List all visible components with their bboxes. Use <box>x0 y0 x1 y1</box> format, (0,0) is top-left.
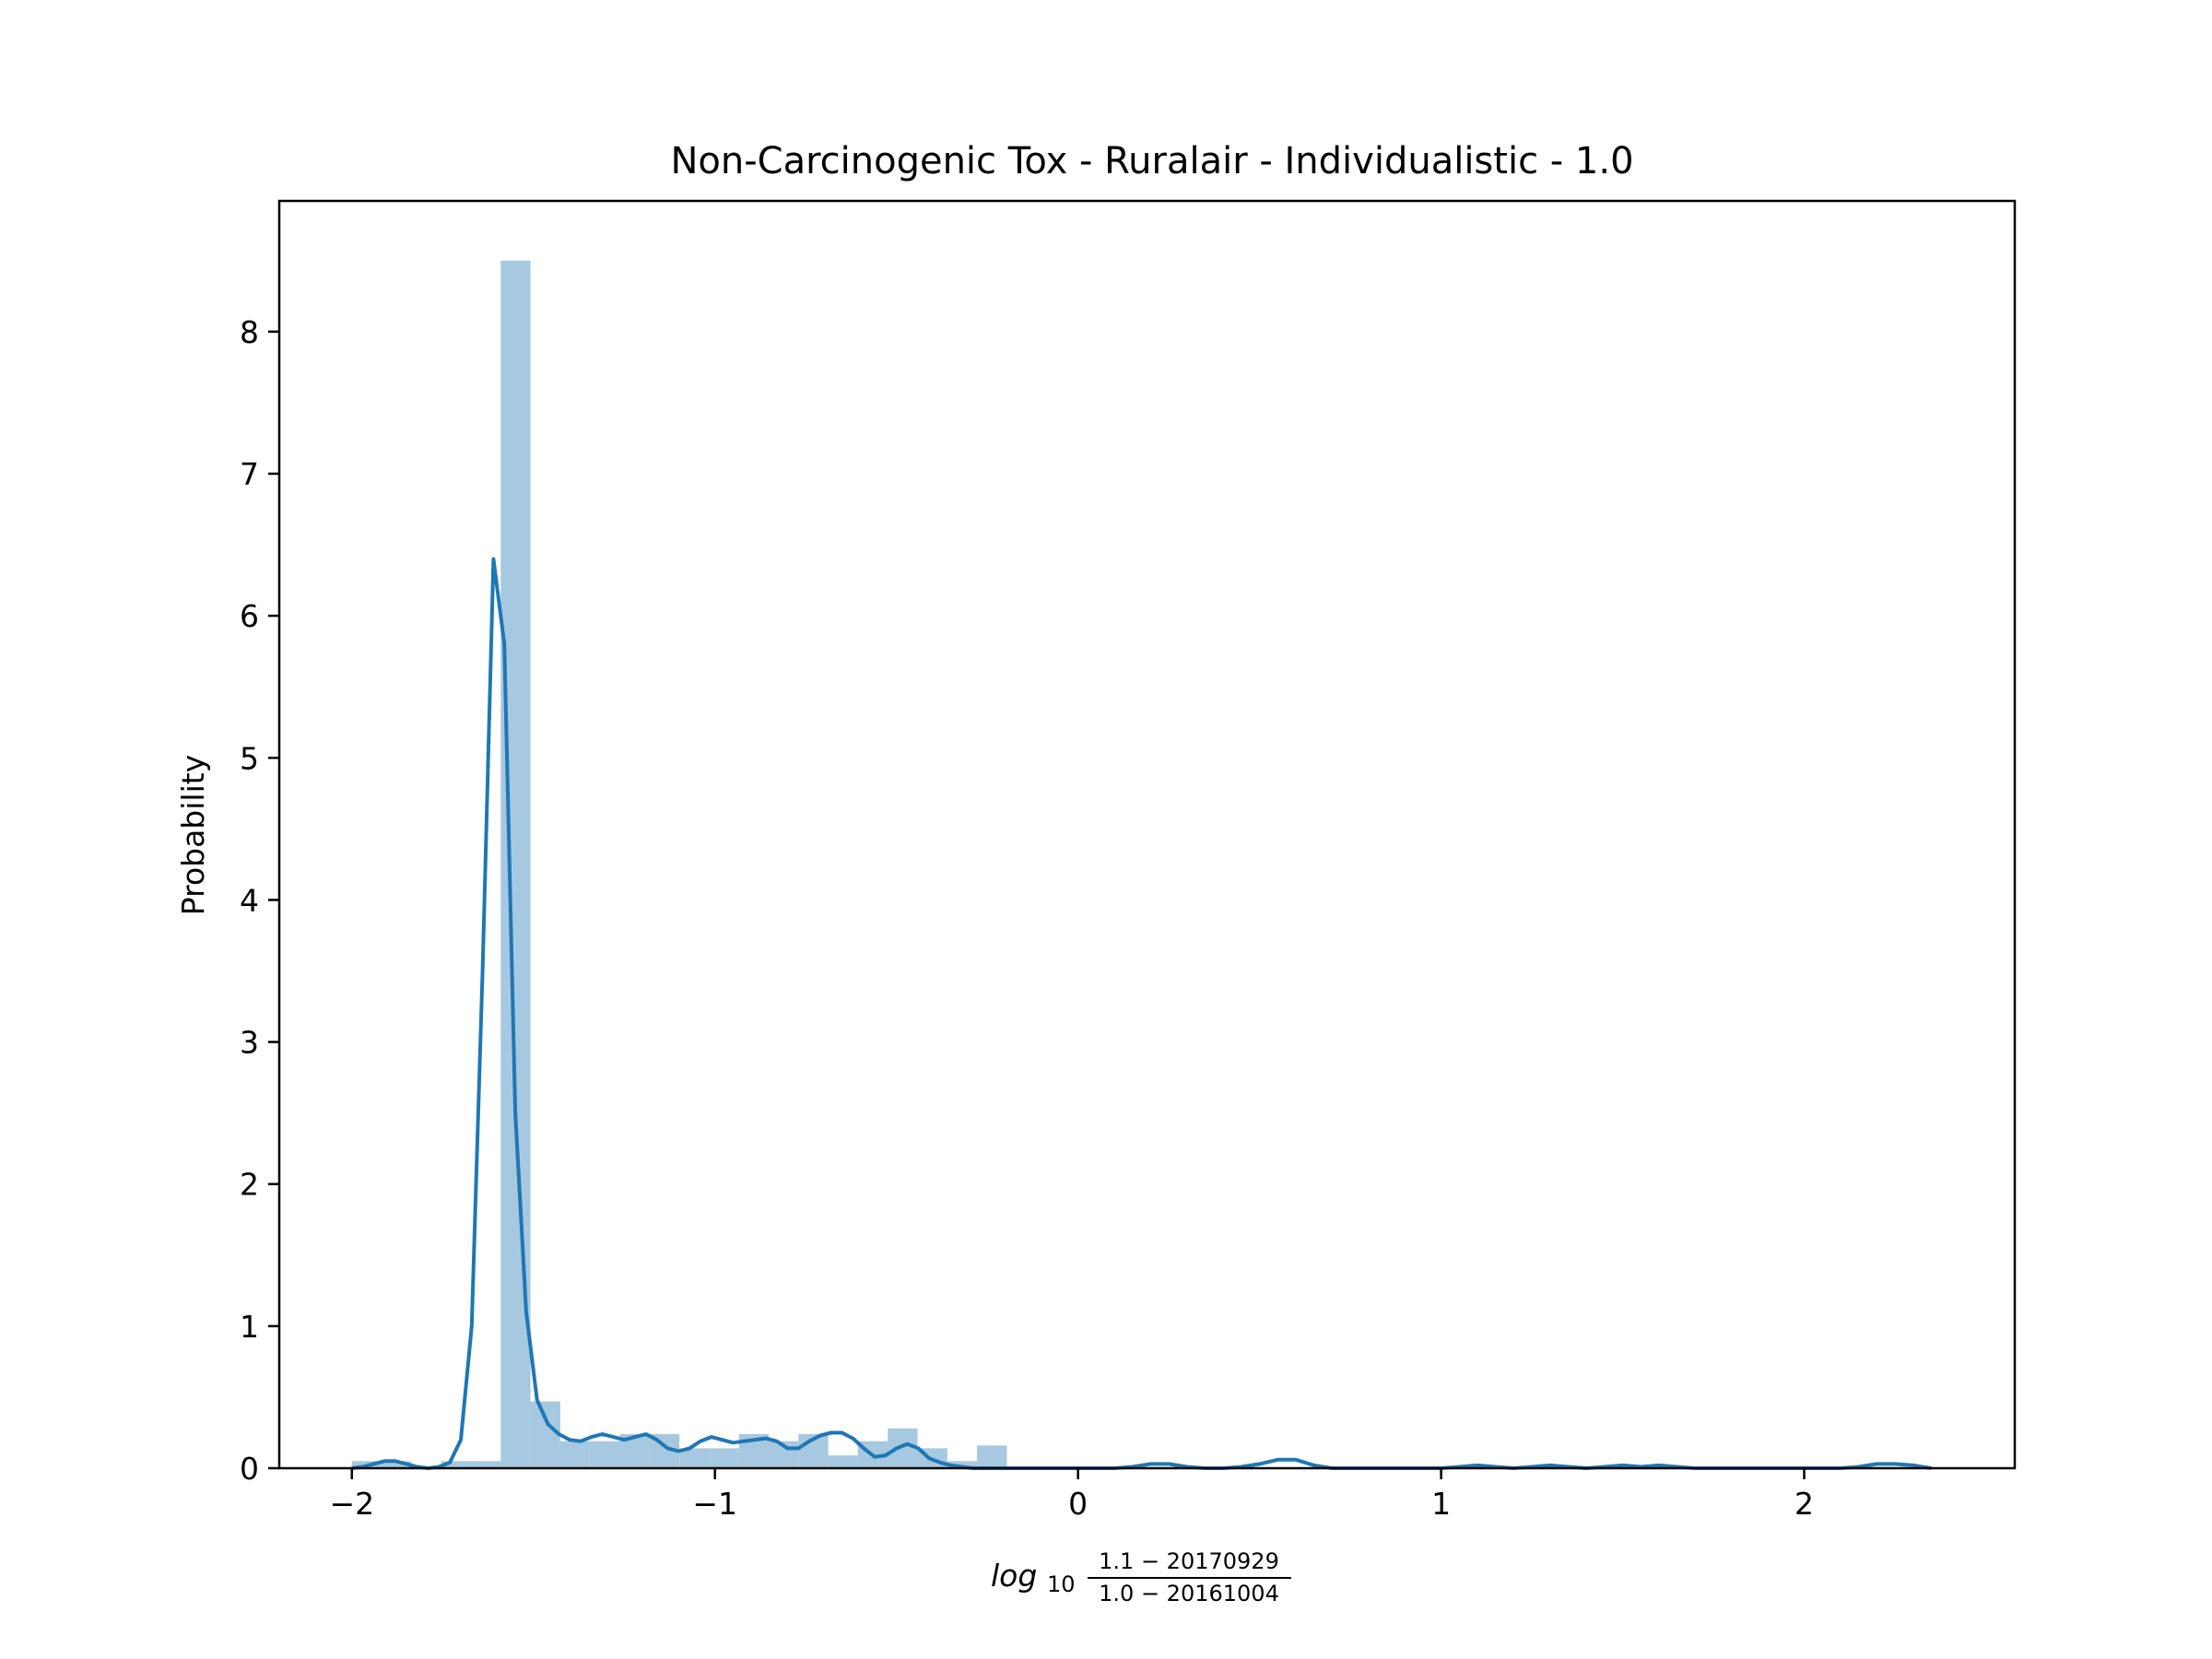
x-tick-label: 1 <box>1431 1486 1451 1522</box>
histogram-bar <box>530 1401 560 1468</box>
axes-frame <box>277 199 2017 1470</box>
histogram-bar <box>828 1455 858 1468</box>
x-axis-label-subscript: 10 <box>1047 1571 1076 1597</box>
y-tick-label: 1 <box>240 1309 259 1345</box>
x-axis-label-numerator: 1.1 − 20170929 <box>1099 1548 1279 1574</box>
x-axis-label: log 10 1.1 − 20170929 1.0 − 20161004 <box>991 1548 1291 1606</box>
histogram-bar <box>679 1448 710 1468</box>
plot-area <box>351 260 1932 1470</box>
x-tick-label: 2 <box>1794 1486 1814 1522</box>
x-tick-label: −1 <box>692 1486 737 1522</box>
chart-title: Non-Carcinogenic Tox - Ruralair - Indivi… <box>670 140 1633 182</box>
y-tick-label: 2 <box>240 1167 259 1203</box>
histogram-bar <box>709 1448 739 1468</box>
y-tick-label: 8 <box>240 314 259 350</box>
x-tick-label: 0 <box>1068 1486 1088 1522</box>
histogram-bar <box>559 1441 591 1468</box>
kde-curve-group <box>351 557 1932 1470</box>
histogram-bar <box>441 1461 471 1468</box>
y-axis-ticks: 0 1 2 3 4 5 6 7 8 <box>240 314 279 1487</box>
histogram-bar <box>590 1441 620 1468</box>
y-tick-label: 5 <box>240 740 259 776</box>
x-axis-label-denominator: 1.0 − 20161004 <box>1099 1581 1279 1606</box>
x-axis-ticks: −2 −1 0 1 2 <box>329 1468 1814 1522</box>
y-tick-label: 7 <box>240 456 259 492</box>
y-axis-label: Probability <box>175 755 211 915</box>
histogram-bar <box>947 1461 978 1468</box>
y-tick-label: 6 <box>240 598 259 634</box>
x-axis-label-log: log <box>991 1558 1037 1594</box>
y-tick-label: 0 <box>240 1451 259 1487</box>
y-tick-label: 3 <box>240 1025 259 1061</box>
histogram-bar <box>888 1428 918 1468</box>
y-tick-label: 4 <box>240 882 259 918</box>
kde-line <box>351 557 1932 1470</box>
x-tick-label: −2 <box>329 1486 374 1522</box>
histogram-bar <box>382 1461 412 1468</box>
histogram-bar <box>977 1445 1007 1468</box>
histogram-bar <box>470 1461 501 1468</box>
